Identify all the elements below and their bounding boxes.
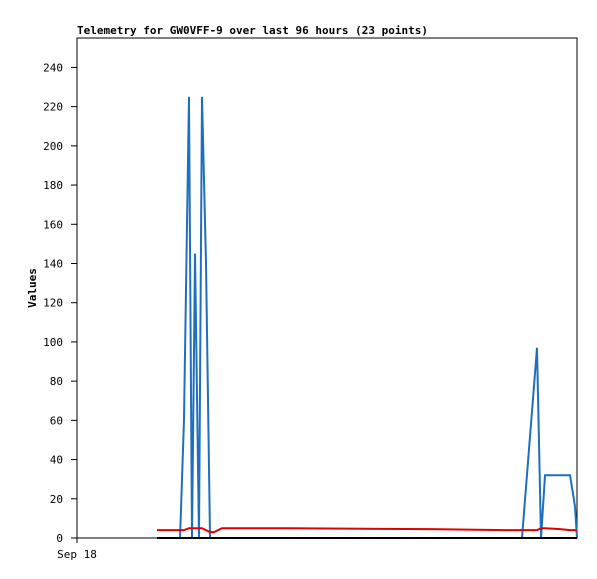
y-tick-label: 80 [50, 375, 63, 388]
y-tick-label: 60 [50, 414, 63, 427]
y-tick-label: 40 [50, 454, 63, 467]
y-tick-label: 20 [50, 493, 63, 506]
y-tick-label: 160 [43, 218, 63, 231]
y-tick-label: 220 [43, 101, 63, 114]
y-tick-label: 140 [43, 257, 63, 270]
y-tick-label: 100 [43, 336, 63, 349]
x-tick-label: Sep 18 [57, 548, 97, 561]
chart-title: Telemetry for GW0VFF-9 over last 96 hour… [77, 24, 428, 37]
y-axis-label: Values [26, 268, 39, 308]
series-line [157, 96, 578, 539]
y-tick-label: 240 [43, 61, 63, 74]
y-tick-label: 200 [43, 140, 63, 153]
plot-frame [76, 37, 578, 539]
y-tick-label: 180 [43, 179, 63, 192]
y-tick-label: 0 [56, 532, 63, 545]
series-line [157, 527, 578, 534]
y-tick-label: 120 [43, 297, 63, 310]
